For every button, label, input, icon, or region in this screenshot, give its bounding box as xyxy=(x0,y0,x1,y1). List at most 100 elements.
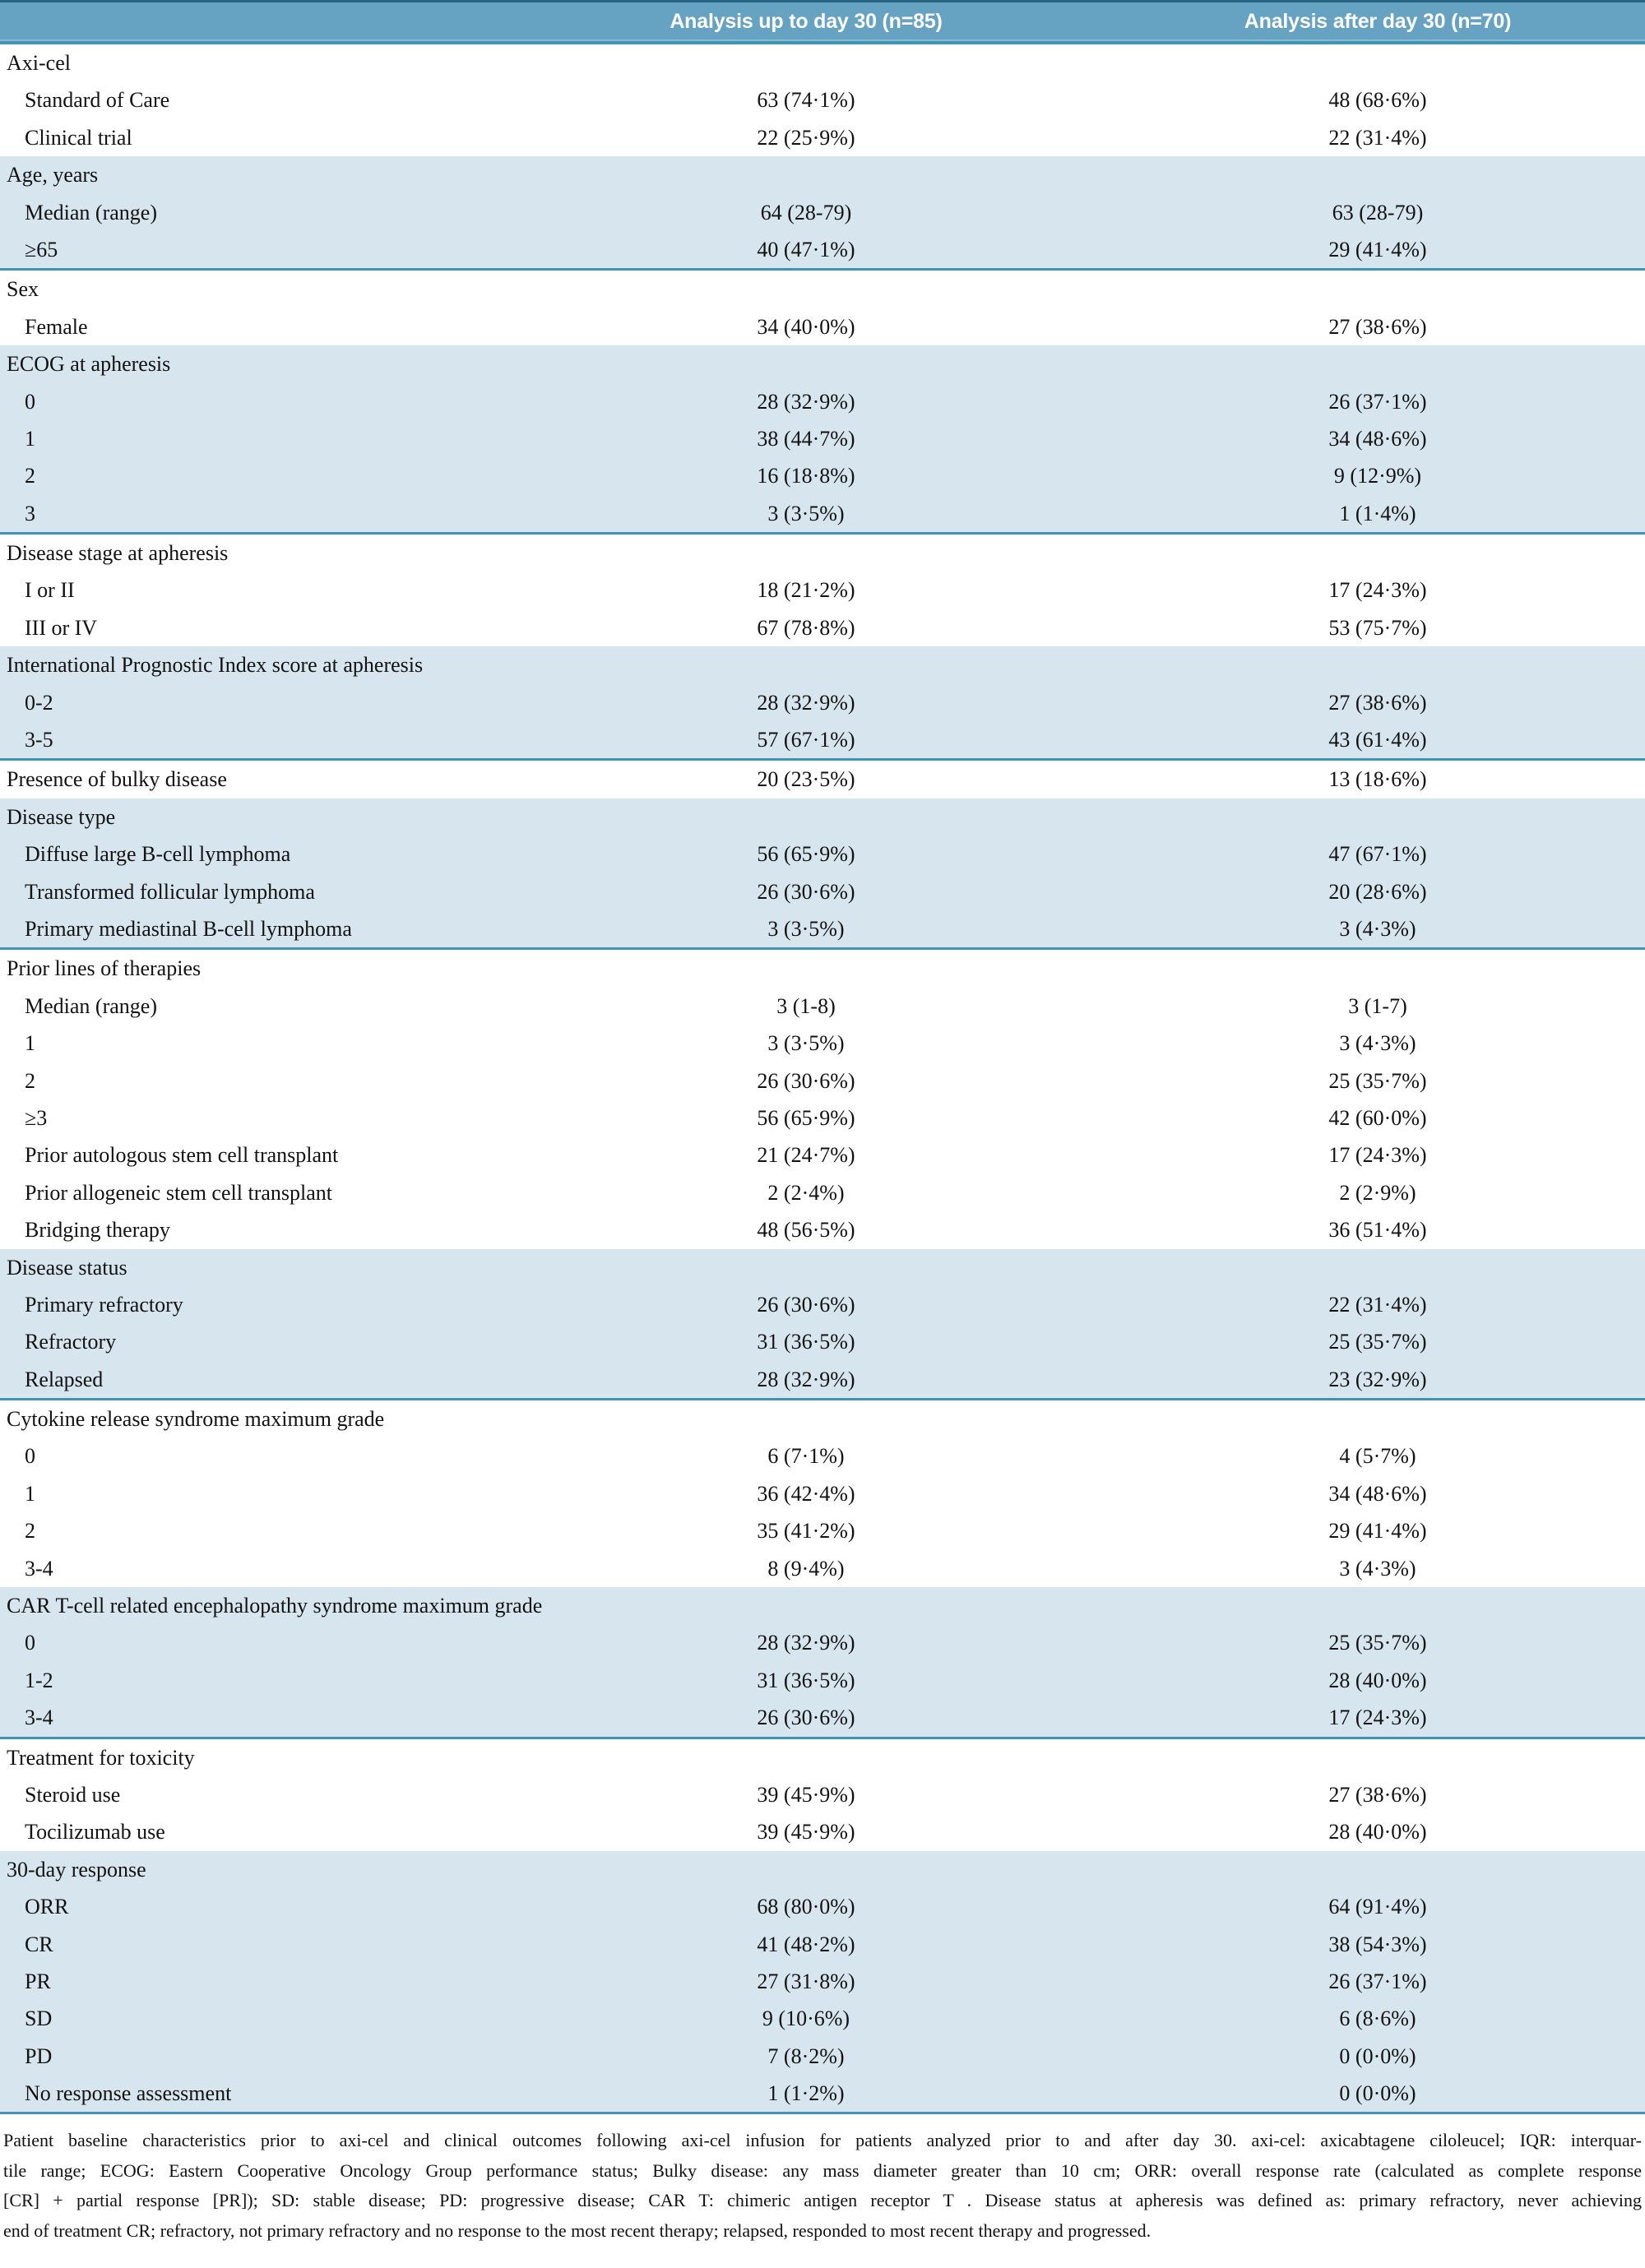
table-row: III or IV 67 (78·8%) 53 (75·7%) xyxy=(0,609,1645,646)
value-after-day-30: 25 (35·7%) xyxy=(1328,1330,1427,1354)
value-after-day-30: 63 (28-79) xyxy=(1332,200,1424,224)
table-row: 0 6 (7·1%) 4 (5·7%) xyxy=(0,1437,1645,1474)
value-after-day-30 xyxy=(1143,44,1612,81)
value-after-day-30 xyxy=(1143,156,1612,193)
value-up-to-day-30: 28 (32·9%) xyxy=(757,1367,855,1391)
column-gap xyxy=(1036,271,1143,308)
section-treatment-for-toxicity: Treatment for toxicity Steroid use 39 (45·… xyxy=(0,1739,1645,1851)
value-up-to-day-30: 39 (45·9%) xyxy=(757,1782,855,1807)
row-label: PD xyxy=(25,2044,53,2068)
column-gap xyxy=(1036,572,1143,609)
row-label: 2 xyxy=(25,464,35,488)
right-pad xyxy=(1612,1099,1645,1136)
row-label: Diffuse large B-cell lymphoma xyxy=(25,842,291,867)
column-gap xyxy=(1036,383,1143,420)
value-after-day-30: 43 (61·4%) xyxy=(1328,728,1427,752)
section-title-row: International Prognostic Index score at … xyxy=(0,646,1645,683)
column-gap xyxy=(1036,44,1143,81)
value-up-to-day-30: 3 (1-8) xyxy=(776,993,836,1018)
value-after-day-30: 26 (37·1%) xyxy=(1328,1969,1427,1993)
table-row: SD 9 (10·6%) 6 (8·6%) xyxy=(0,2000,1645,2037)
section-disease-stage-at-apheresis: Disease stage at apheresis I or II 18 (21·… xyxy=(0,535,1645,646)
row-label: Disease status xyxy=(7,1255,127,1280)
table-row: ≥3 56 (65·9%) 42 (60·0%) xyxy=(0,1099,1645,1136)
column-gap xyxy=(1036,231,1143,268)
column-gap xyxy=(1036,798,1143,835)
value-up-to-day-30 xyxy=(576,271,1036,308)
value-up-to-day-30: 6 (7·1%) xyxy=(767,1444,845,1469)
right-pad xyxy=(1612,1662,1645,1699)
value-after-day-30: 25 (35·7%) xyxy=(1328,1068,1427,1093)
row-label: Cytokine release syndrome maximum grade xyxy=(7,1407,385,1432)
value-after-day-30 xyxy=(1143,1249,1612,1286)
column-gap xyxy=(1036,1323,1143,1360)
table-row: Relapsed 28 (32·9%) 23 (32·9%) xyxy=(0,1361,1645,1398)
right-pad xyxy=(1612,156,1645,193)
value-up-to-day-30: 3 (3·5%) xyxy=(767,916,845,941)
right-pad xyxy=(1612,609,1645,646)
table-row: 3-4 8 (9·4%) 3 (4·3%) xyxy=(0,1550,1645,1587)
section-title-row: Prior lines of therapies xyxy=(0,950,1645,987)
value-after-day-30: 36 (51·4%) xyxy=(1328,1218,1427,1243)
right-pad xyxy=(1612,1963,1645,2000)
table-row: 1-2 31 (36·5%) 28 (40·0%) xyxy=(0,1662,1645,1699)
right-pad xyxy=(1612,1587,1645,1624)
right-pad xyxy=(1612,646,1645,683)
column-gap xyxy=(1036,2000,1143,2037)
row-label: International Prognostic Index score at … xyxy=(7,653,424,678)
row-label: Clinical trial xyxy=(25,125,132,150)
value-up-to-day-30: 26 (30·6%) xyxy=(757,1706,855,1730)
column-gap xyxy=(1036,495,1143,532)
value-after-day-30: 9 (12·9%) xyxy=(1333,464,1422,488)
table-header-row: Analysis up to day 30 (n=85) Analysis af… xyxy=(0,0,1645,44)
right-pad xyxy=(1612,910,1645,947)
column-gap xyxy=(1036,1211,1143,1248)
table-caption: Patient baseline characteristics prior t… xyxy=(0,2114,1645,2246)
value-up-to-day-30: 48 (56·5%) xyxy=(757,1218,855,1243)
right-pad xyxy=(1612,1249,1645,1286)
section-car-t-encephalopathy-maximum-grade: CAR T-cell related encephalopathy syndro… xyxy=(0,1587,1645,1739)
row-label: Bridging therapy xyxy=(25,1218,170,1243)
section-title-row: Disease status xyxy=(0,1249,1645,1286)
table-row: PD 7 (8·2%) 0 (0·0%) xyxy=(0,2038,1645,2075)
table-row: Primary refractory 26 (30·6%) 22 (31·4%) xyxy=(0,1286,1645,1323)
right-pad xyxy=(1612,457,1645,494)
right-pad xyxy=(1612,81,1645,118)
caption-line: tile range; ECOG: Eastern Cooperative On… xyxy=(3,2159,1642,2181)
section-disease-status: Disease status Primary refractory 26 (30·6… xyxy=(0,1248,1645,1401)
value-after-day-30: 23 (32·9%) xyxy=(1328,1367,1427,1391)
value-up-to-day-30 xyxy=(576,1851,1036,1888)
right-pad xyxy=(1612,2075,1645,2112)
value-up-to-day-30: 38 (44·7%) xyxy=(757,426,855,451)
value-up-to-day-30: 67 (78·8%) xyxy=(757,615,855,640)
section-title-row: CAR T-cell related encephalopathy syndro… xyxy=(0,1587,1645,1624)
section-prior-lines-of-therapies: Prior lines of therapies Median (range) 3 … xyxy=(0,950,1645,1248)
column-gap xyxy=(1036,835,1143,872)
table-row: 1 36 (42·4%) 34 (48·6%) xyxy=(0,1475,1645,1512)
table-row: Prior allogeneic stem cell transplant 2 (… xyxy=(0,1174,1645,1211)
right-pad xyxy=(1612,1400,1645,1437)
value-up-to-day-30: 56 (65·9%) xyxy=(757,842,855,867)
row-label: 3-4 xyxy=(25,1706,53,1730)
column-gap xyxy=(1036,308,1143,345)
value-after-day-30: 3 (4·3%) xyxy=(1339,916,1416,941)
row-label: 3-5 xyxy=(25,728,53,752)
column-gap xyxy=(1036,457,1143,494)
value-after-day-30: 29 (41·4%) xyxy=(1328,1519,1427,1544)
value-after-day-30: 38 (54·3%) xyxy=(1328,1932,1427,1956)
right-pad xyxy=(1612,572,1645,609)
column-gap xyxy=(1036,1739,1143,1776)
right-pad xyxy=(1612,988,1645,1025)
value-up-to-day-30: 9 (10·6%) xyxy=(762,2006,850,2031)
right-pad xyxy=(1612,2000,1645,2037)
right-pad xyxy=(1612,684,1645,721)
row-label: Relapsed xyxy=(25,1367,104,1391)
table-row: ORR 68 (80·0%) 64 (91·4%) xyxy=(0,1888,1645,1925)
row-label: Transformed follicular lymphoma xyxy=(25,879,315,904)
value-after-day-30: 22 (31·4%) xyxy=(1328,125,1427,150)
caption-line: [CR] + partial response [PR]); SD: stabl… xyxy=(3,2190,1642,2211)
value-after-day-30: 6 (8·6%) xyxy=(1339,2006,1416,2031)
value-after-day-30: 4 (5·7%) xyxy=(1339,1444,1416,1469)
right-pad xyxy=(1612,1361,1645,1398)
